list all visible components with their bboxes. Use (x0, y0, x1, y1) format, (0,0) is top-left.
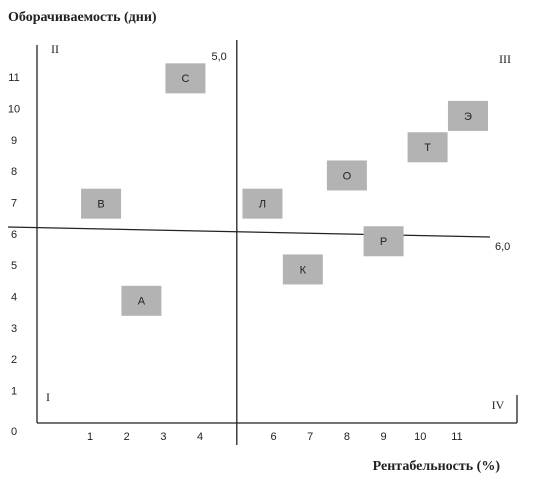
x-tick-label: 1 (87, 431, 93, 443)
y-divider (7, 226, 491, 238)
point-box (242, 188, 283, 219)
y-tick-label: 8 (11, 166, 17, 178)
point-label: С (181, 73, 189, 85)
point-label: О (343, 170, 352, 182)
point-box (326, 160, 367, 191)
y-tick-label: 2 (11, 354, 17, 366)
x-tick-label: 9 (381, 431, 387, 443)
point-label: Л (259, 199, 266, 211)
x-tick-label: 4 (197, 431, 203, 443)
y-tick-label: 1 (11, 386, 17, 398)
x-divider-label: 5,0 (212, 51, 227, 63)
y-tick-label: 9 (11, 135, 17, 147)
point-box (447, 100, 488, 131)
point-box (81, 188, 122, 219)
y-tick-label: 0 (11, 426, 17, 438)
y-tick-label: 7 (11, 198, 17, 210)
quadrant-label: II (51, 42, 59, 56)
x-axis-title: Рентабельность (%) (373, 459, 501, 474)
x-tick-label: 10 (414, 431, 426, 443)
y-tick-label: 3 (11, 323, 17, 335)
x-tick-label: 2 (124, 431, 130, 443)
y-divider-label: 6,0 (495, 241, 510, 253)
x-tick-label: 7 (307, 431, 313, 443)
x-tick-label: 11 (451, 431, 462, 443)
quadrant-label: I (46, 390, 50, 404)
point-box (282, 254, 323, 285)
point-box (363, 226, 404, 257)
x-tick-label: 6 (270, 431, 276, 443)
point-box (121, 285, 162, 316)
point-label: В (97, 199, 104, 211)
x-tick-label: 8 (344, 431, 350, 443)
x-tick-label: 3 (160, 431, 166, 443)
point-label: К (300, 264, 307, 276)
y-axis-title: Оборачиваемость (дни) (8, 10, 157, 25)
y-tick-label: 11 (8, 72, 19, 84)
y-tick-label: 6 (11, 229, 17, 241)
y-tick-label: 4 (11, 292, 17, 304)
point-box (407, 132, 448, 163)
y-tick-label: 10 (8, 104, 20, 116)
point-label: Р (380, 236, 387, 248)
quadrant-label: III (499, 52, 511, 66)
y-tick-label: 5 (11, 260, 17, 272)
point-label: Т (424, 142, 431, 154)
quadrant-label: IV (492, 398, 505, 412)
point-label: Э (464, 111, 472, 123)
point-label: А (138, 296, 146, 308)
point-box (165, 63, 206, 94)
